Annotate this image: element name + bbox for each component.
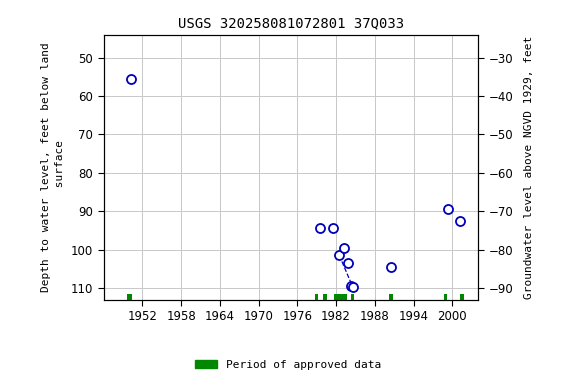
- Legend: Period of approved data: Period of approved data: [191, 356, 385, 375]
- Bar: [324, 294, 327, 300]
- Bar: [315, 294, 319, 300]
- Y-axis label: Depth to water level, feet below land
 surface: Depth to water level, feet below land su…: [41, 42, 65, 292]
- Title: USGS 320258081072801 37Q033: USGS 320258081072801 37Q033: [178, 17, 404, 31]
- Bar: [460, 294, 464, 300]
- Bar: [444, 294, 448, 300]
- Bar: [338, 294, 347, 300]
- Bar: [351, 294, 354, 300]
- Bar: [127, 294, 132, 300]
- Bar: [389, 294, 393, 300]
- Y-axis label: Groundwater level above NGVD 1929, feet: Groundwater level above NGVD 1929, feet: [524, 35, 535, 299]
- Bar: [335, 294, 338, 300]
